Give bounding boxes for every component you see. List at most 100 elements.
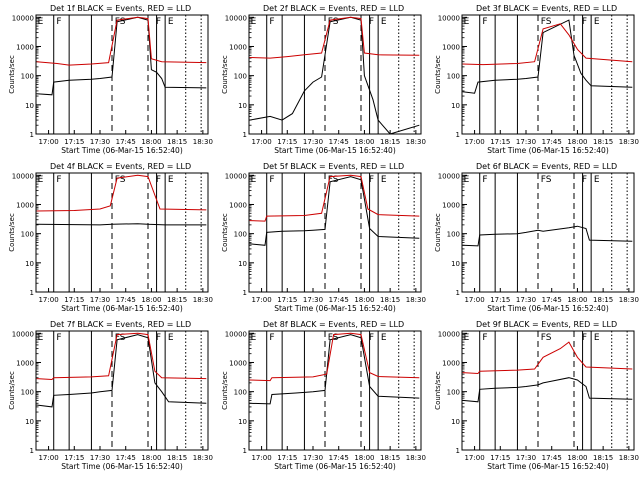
x-tick-label: 18:00 [141, 138, 161, 146]
detector-panel-7: Det 7f BLACK = Events, RED = LLD 1 10 100 10… [8, 320, 213, 471]
plot-frame [35, 172, 209, 293]
y-tick-label: 10000 [225, 172, 247, 180]
panel-title: Det 4f BLACK = Events, RED = LLD [50, 162, 191, 171]
x-tick-label: 18:30 [619, 296, 639, 304]
panel-title: Det 2f BLACK = Events, RED = LLD [263, 4, 404, 13]
y-tick-label: 10000 [438, 172, 460, 180]
detector-panel-4: Det 4f BLACK = Events, RED = LLD 1 10 100 10… [8, 162, 213, 313]
y-tick-label: 1 [243, 289, 247, 297]
region-label: F [482, 333, 487, 343]
x-tick-label: 18:15 [167, 454, 187, 462]
region-label: F [269, 175, 274, 185]
x-tick-label: 17:30 [516, 454, 536, 462]
x-tick-label: 18:30 [193, 138, 213, 146]
x-tick-label: 17:45 [329, 454, 349, 462]
x-axis-label: Start Time (06-Mar-15 16:52:40) [274, 304, 396, 313]
y-tick-label: 1000 [229, 201, 247, 209]
detector-panel-9: Det 9f BLACK = Events, RED = LLD 1 10 100 10… [434, 320, 639, 471]
x-tick-label: 17:15 [490, 138, 510, 146]
y-tick-label: 1000 [229, 43, 247, 51]
y-tick-label: 100 [234, 231, 247, 239]
panel-title: Det 8f BLACK = Events, RED = LLD [263, 320, 404, 329]
x-tick-label: 18:30 [406, 138, 426, 146]
x-tick-label: 18:30 [619, 454, 639, 462]
plot-frame [248, 14, 422, 135]
region-label: F [482, 175, 487, 185]
lld-series-line [36, 332, 207, 381]
y-tick-label: 1 [30, 131, 34, 139]
y-axis-label: Counts/sec [434, 55, 442, 94]
x-tick-label: 18:15 [593, 454, 613, 462]
y-tick-label: 10 [25, 260, 34, 268]
region-label: E [38, 175, 44, 185]
events-series-line [249, 16, 420, 134]
region-label: E [251, 17, 257, 27]
x-axis-label: Start Time (06-Mar-15 16:52:40) [487, 146, 609, 155]
x-tick-label: 17:30 [516, 138, 536, 146]
y-axis-label: Counts/sec [221, 371, 229, 410]
x-axis-label: Start Time (06-Mar-15 16:52:40) [61, 146, 183, 155]
events-series-line [249, 176, 420, 246]
plot-frame [35, 14, 209, 135]
y-tick-label: 10 [451, 418, 460, 426]
y-tick-label: 10000 [12, 14, 34, 22]
y-tick-label: 10 [238, 260, 247, 268]
region-label: F [582, 333, 587, 343]
x-tick-label: 18:00 [567, 138, 587, 146]
y-tick-label: 10 [25, 102, 34, 110]
region-label: E [251, 175, 257, 185]
panel-title: Det 6f BLACK = Events, RED = LLD [476, 162, 617, 171]
lld-series-line [249, 174, 420, 222]
lld-series-line [462, 23, 633, 66]
region-label: F [156, 175, 161, 185]
x-tick-label: 17:15 [64, 296, 84, 304]
region-label: E [464, 17, 470, 27]
region-label: F [269, 333, 274, 343]
x-tick-label: 17:00 [464, 138, 484, 146]
lld-series-line [36, 174, 207, 212]
events-series-line [249, 334, 420, 405]
y-tick-label: 1000 [229, 359, 247, 367]
x-tick-label: 17:15 [490, 454, 510, 462]
y-tick-label: 10000 [225, 330, 247, 338]
x-tick-label: 18:00 [354, 454, 374, 462]
detector-panel-5: Det 5f BLACK = Events, RED = LLD 1 10 100 10… [221, 162, 426, 313]
x-tick-label: 18:15 [380, 454, 400, 462]
y-tick-label: 100 [447, 231, 460, 239]
x-tick-label: 18:30 [193, 454, 213, 462]
x-tick-label: 17:30 [90, 138, 110, 146]
x-tick-label: 17:45 [116, 454, 136, 462]
region-label: F [269, 17, 274, 27]
region-label: F [56, 175, 61, 185]
detector-panel-6: Det 6f BLACK = Events, RED = LLD 1 10 100 10… [434, 162, 639, 313]
x-axis-label: Start Time (06-Mar-15 16:52:40) [487, 462, 609, 471]
region-label: E [594, 333, 600, 343]
y-tick-label: 100 [447, 73, 460, 81]
y-tick-label: 1000 [16, 43, 34, 51]
x-tick-label: 18:00 [354, 138, 374, 146]
y-axis-label: Counts/sec [8, 55, 16, 94]
x-tick-label: 18:00 [567, 296, 587, 304]
x-tick-label: 18:15 [167, 138, 187, 146]
y-axis-label: Counts/sec [434, 213, 442, 252]
y-tick-label: 1000 [442, 43, 460, 51]
y-tick-label: 1 [243, 447, 247, 455]
x-tick-label: 18:15 [380, 296, 400, 304]
x-tick-label: 17:30 [303, 138, 323, 146]
region-label: E [594, 17, 600, 27]
y-tick-label: 10 [25, 418, 34, 426]
x-tick-label: 17:00 [251, 138, 271, 146]
y-tick-label: 10 [238, 102, 247, 110]
x-tick-label: 17:45 [329, 138, 349, 146]
region-label: E [168, 333, 174, 343]
detector-panel-8: Det 8f BLACK = Events, RED = LLD 1 10 100 10… [221, 320, 426, 471]
panel-title: Det 3f BLACK = Events, RED = LLD [476, 4, 617, 13]
x-tick-label: 17:15 [490, 296, 510, 304]
y-tick-label: 1 [30, 289, 34, 297]
panel-title: Det 9f BLACK = Events, RED = LLD [476, 320, 617, 329]
y-tick-label: 10 [451, 102, 460, 110]
x-tick-label: 18:15 [593, 138, 613, 146]
region-label: E [464, 333, 470, 343]
y-tick-label: 1000 [442, 359, 460, 367]
lld-series-line [249, 16, 420, 59]
